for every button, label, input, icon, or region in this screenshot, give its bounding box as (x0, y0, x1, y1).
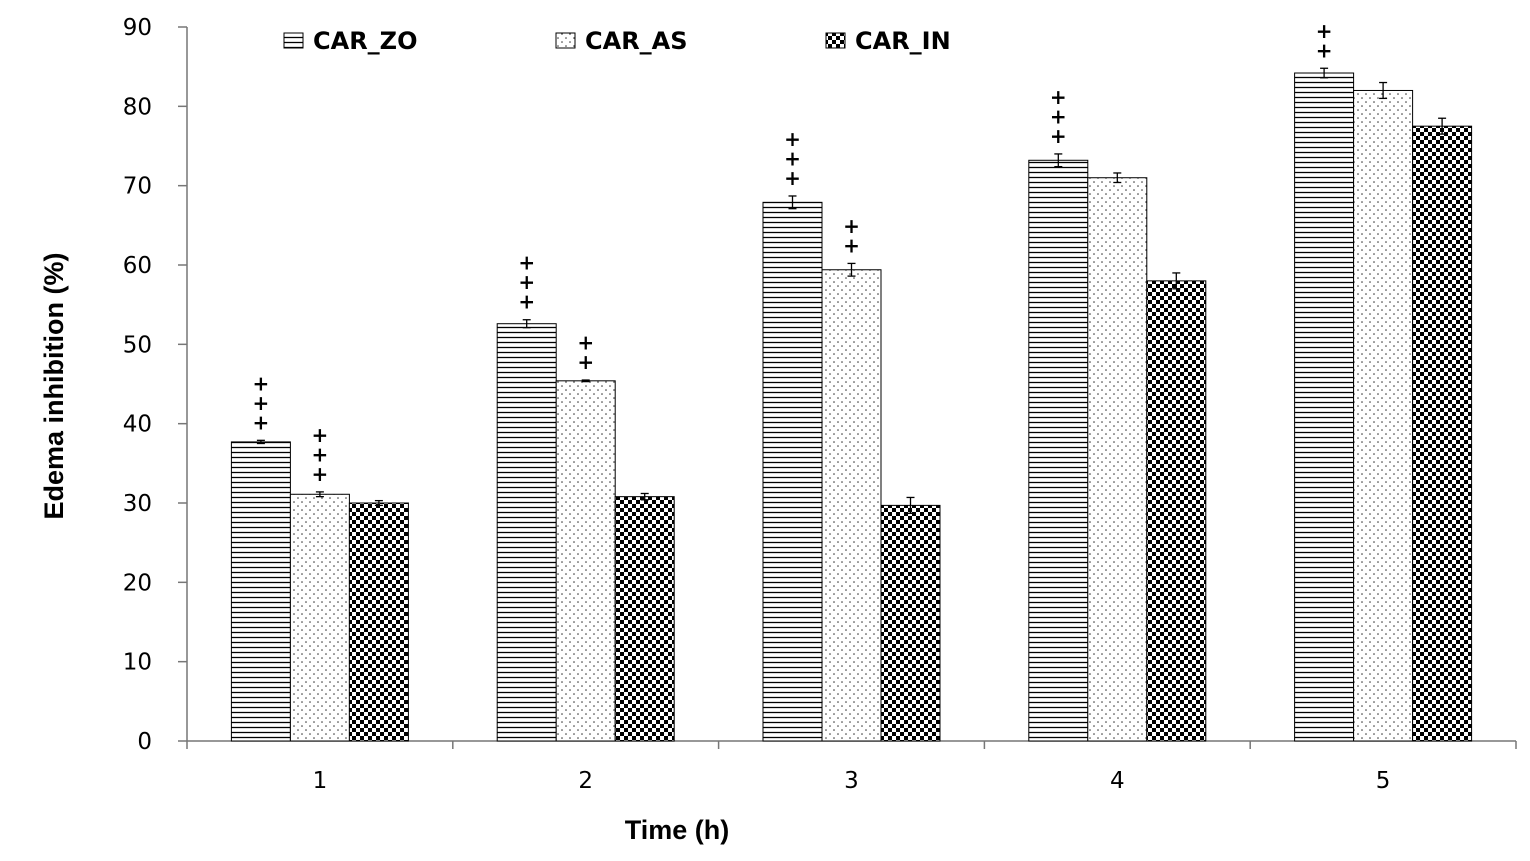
bar-car-zo-4 (1028, 159, 1089, 742)
bar-car-in-4 (1146, 280, 1207, 742)
legend-swatch (555, 32, 576, 49)
significance-mark: + (784, 127, 801, 151)
significance-mark: + (518, 251, 535, 275)
significance-mark: + (843, 214, 860, 238)
y-tick-label: 10 (123, 650, 152, 676)
y-tick-label: 30 (123, 491, 152, 517)
bar-car-in-5 (1412, 125, 1473, 742)
significance-mark: + (253, 371, 270, 395)
x-tick-label: 3 (844, 768, 859, 794)
significance-mark: + (843, 233, 860, 257)
bar-car-in-1 (348, 502, 409, 742)
legend-swatch (825, 32, 846, 49)
significance-mark: + (253, 391, 270, 415)
bar-car-zo-1 (230, 441, 291, 742)
bar-car-zo-3 (762, 201, 823, 742)
significance-mark: + (784, 166, 801, 190)
bar-car-as-3 (821, 269, 882, 742)
x-axis: 1 2 3 4 5 (186, 740, 1517, 794)
legend-label: CAR_ZO (313, 27, 417, 55)
legend-swatch (283, 32, 304, 49)
significance-mark: + (518, 270, 535, 294)
y-tick-label: 70 (123, 174, 152, 200)
significance-mark: + (1316, 38, 1333, 62)
x-axis-title: Time (h) (625, 815, 730, 845)
bar-car-as-5 (1353, 89, 1414, 742)
significance-mark: + (1316, 19, 1333, 43)
y-tick-label: 80 (123, 94, 152, 120)
bar-car-in-2 (614, 496, 675, 742)
significance-mark: + (1050, 104, 1067, 128)
bars: +++++++++++++++++++++ (230, 19, 1473, 742)
bar-car-as-4 (1087, 177, 1148, 742)
significance-mark: + (518, 290, 535, 314)
legend-label: CAR_IN (855, 27, 951, 55)
legend: CAR_ZO CAR_AS CAR_IN (283, 27, 951, 55)
x-tick-label: 1 (313, 768, 328, 794)
y-tick-label: 0 (137, 729, 152, 755)
significance-mark: + (312, 442, 329, 466)
y-axis: 0 10 20 30 40 50 60 70 80 90 (123, 15, 188, 755)
bar-car-as-1 (289, 493, 350, 742)
x-tick-label: 4 (1110, 768, 1125, 794)
y-tick-label: 50 (123, 332, 152, 358)
significance-mark: + (312, 462, 329, 486)
bar-car-zo-2 (496, 323, 557, 742)
significance-mark: + (1050, 85, 1067, 109)
legend-label: CAR_AS (585, 27, 688, 55)
y-tick-label: 60 (123, 253, 152, 279)
x-tick-label: 2 (578, 768, 593, 794)
bar-car-as-2 (555, 380, 616, 742)
y-tick-label: 40 (123, 412, 152, 438)
y-tick-label: 90 (123, 15, 152, 41)
y-tick-label: 20 (123, 570, 152, 596)
significance-mark: + (577, 350, 594, 374)
significance-mark: + (312, 423, 329, 447)
bar-car-zo-5 (1294, 72, 1355, 742)
bar-car-in-3 (880, 504, 941, 742)
significance-mark: + (253, 410, 270, 434)
y-axis-title: Edema inhibition (%) (39, 253, 69, 520)
x-tick-label: 5 (1376, 768, 1391, 794)
significance-mark: + (577, 331, 594, 355)
significance-mark: + (784, 146, 801, 170)
significance-mark: + (1050, 124, 1067, 148)
